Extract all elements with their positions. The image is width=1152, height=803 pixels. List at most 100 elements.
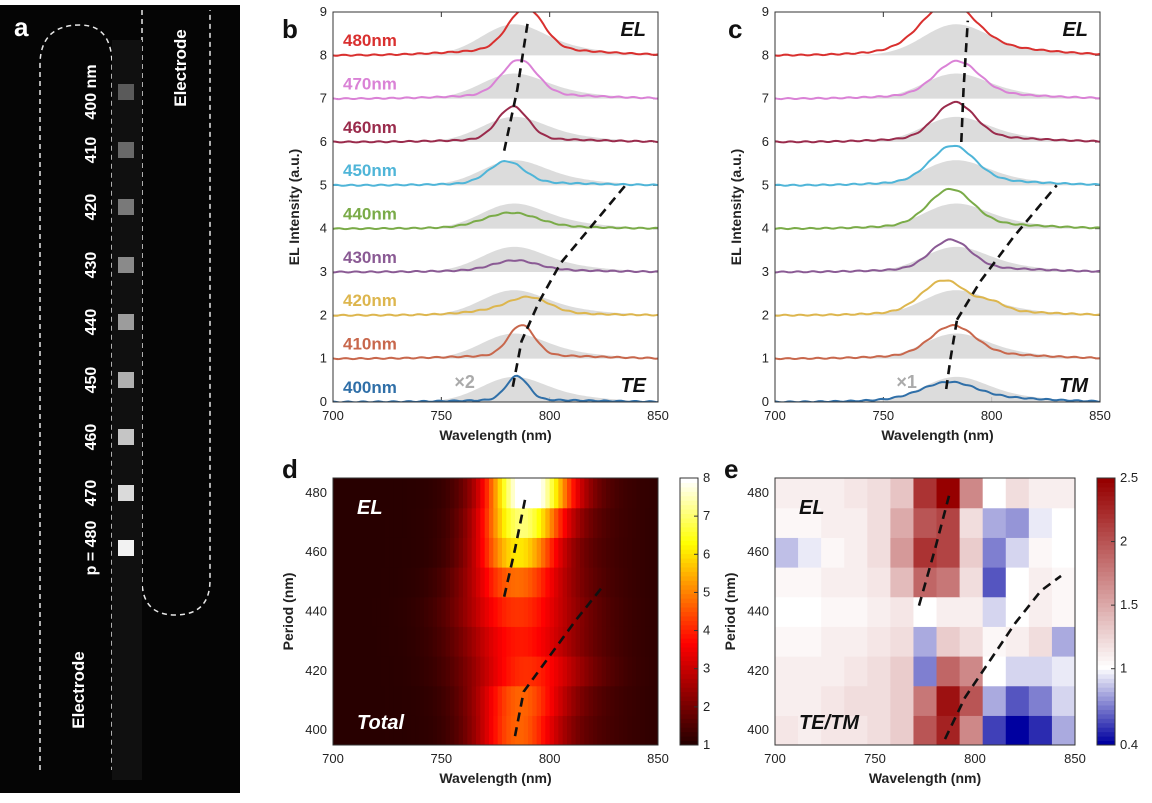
heatmap-cell: [554, 567, 559, 598]
heatmap-cell: [402, 478, 408, 509]
heatmap-cell: [649, 507, 655, 538]
heatmap-cell: [519, 537, 525, 568]
x-tick-label: 850: [1064, 751, 1086, 766]
reference-area: [333, 290, 658, 316]
panel-letter: e: [724, 454, 738, 484]
heatmap-cell: [541, 537, 546, 568]
reference-area: [333, 116, 658, 142]
y-tick-label: 440: [747, 604, 769, 619]
colorbar-segment: [680, 478, 698, 483]
heatmap-cell: [528, 567, 533, 598]
heatmap-cell: [798, 715, 822, 745]
colorbar-segment: [1097, 491, 1115, 497]
heatmap-cell: [441, 567, 447, 598]
series-label: 430nm: [343, 248, 397, 267]
reference-area: [775, 160, 1100, 186]
colorbar-segment: [1097, 673, 1115, 679]
heatmap-cell: [798, 626, 822, 657]
heatmap-cell: [458, 685, 464, 716]
heatmap-cell: [359, 478, 364, 509]
y-tick-label: 5: [320, 177, 327, 192]
heatmap-cell: [775, 596, 799, 627]
heatmap-cell: [1005, 656, 1030, 687]
heatmap-cell: [649, 626, 655, 657]
heatmap-cell: [493, 656, 499, 687]
heatmap-cell: [333, 626, 338, 657]
colorbar-segment: [680, 624, 698, 630]
heatmap-cell: [844, 685, 868, 716]
heatmap-cell: [359, 567, 364, 598]
heatmap-cell: [350, 715, 356, 745]
heatmap-cell: [476, 715, 481, 745]
heatmap-cell: [588, 596, 594, 627]
panel-letter: c: [728, 14, 742, 44]
heatmap-cell: [936, 567, 961, 598]
heatmap-cell: [402, 656, 408, 687]
heatmap-cell: [471, 685, 477, 716]
heatmap-cell: [493, 478, 499, 509]
heatmap-cell: [580, 478, 585, 509]
y-tick-label: 4: [762, 221, 769, 236]
heatmap-cell: [350, 478, 356, 509]
x-tick-label: 700: [764, 751, 786, 766]
colorbar-segment: [1097, 593, 1115, 599]
colorbar-segment: [1097, 540, 1115, 546]
y-tick-label: 1: [762, 351, 769, 366]
heatmap-cell: [385, 537, 390, 568]
heatmap-cell: [597, 567, 603, 598]
heatmap-cell: [649, 596, 655, 627]
heatmap-cell: [515, 626, 520, 657]
heatmap-cell: [441, 537, 447, 568]
y-tick-label: 6: [762, 134, 769, 149]
heatmap-cell: [458, 537, 464, 568]
heatmap-cell: [640, 537, 646, 568]
heatmap-cell: [541, 685, 546, 716]
heatmap-cell: [372, 596, 377, 627]
heatmap-cell: [337, 507, 343, 538]
heatmap-cell: [593, 507, 598, 538]
heatmap-cell: [354, 537, 360, 568]
electrode-label-left: Electrode: [69, 651, 88, 728]
heatmap-cell: [913, 626, 938, 657]
y-tick-label: 400: [305, 722, 327, 737]
heatmap-cell: [554, 656, 559, 687]
colorbar-segment: [1097, 713, 1115, 719]
heatmap-cell: [601, 567, 607, 598]
heatmap-cell: [502, 715, 507, 745]
heatmap-cell: [775, 507, 799, 538]
heatmap-cell: [536, 626, 542, 657]
heatmap-cell: [580, 567, 585, 598]
y-tick-label: 7: [320, 91, 327, 106]
colorbar-segment: [680, 660, 698, 666]
heatmap-cell: [593, 656, 598, 687]
heatmap-cell: [1005, 507, 1030, 538]
heatmap-cell: [982, 626, 1007, 657]
heatmap-cell: [584, 537, 590, 568]
heatmap-cell: [519, 656, 525, 687]
series-line: [333, 374, 658, 402]
heatmap-cell: [350, 626, 356, 657]
heatmap-cell: [480, 537, 486, 568]
heatmap-cell: [484, 626, 490, 657]
heatmap-cell: [1028, 715, 1053, 745]
period-label: 400 nm: [83, 64, 100, 119]
heatmap-cell: [515, 685, 520, 716]
heatmap-cell: [476, 478, 481, 509]
heatmap-cell: [821, 507, 845, 538]
colorbar-segment: [1097, 722, 1115, 728]
heatmap-cell: [632, 596, 637, 627]
heatmap-cell: [506, 626, 512, 657]
heatmap-cell: [385, 656, 390, 687]
heatmap-cell: [523, 685, 529, 716]
heatmap-cell: [554, 626, 559, 657]
heatmap-cell: [519, 715, 525, 745]
reference-area: [333, 333, 658, 359]
heatmap-cell: [649, 685, 655, 716]
heatmap-cell: [376, 567, 382, 598]
heatmap-cell: [536, 685, 542, 716]
heatmap-cell: [484, 478, 490, 509]
colorbar-segment: [1097, 696, 1115, 701]
heatmap-cell: [798, 656, 822, 687]
heatmap-cell: [649, 537, 655, 568]
heatmap-cell: [562, 567, 568, 598]
